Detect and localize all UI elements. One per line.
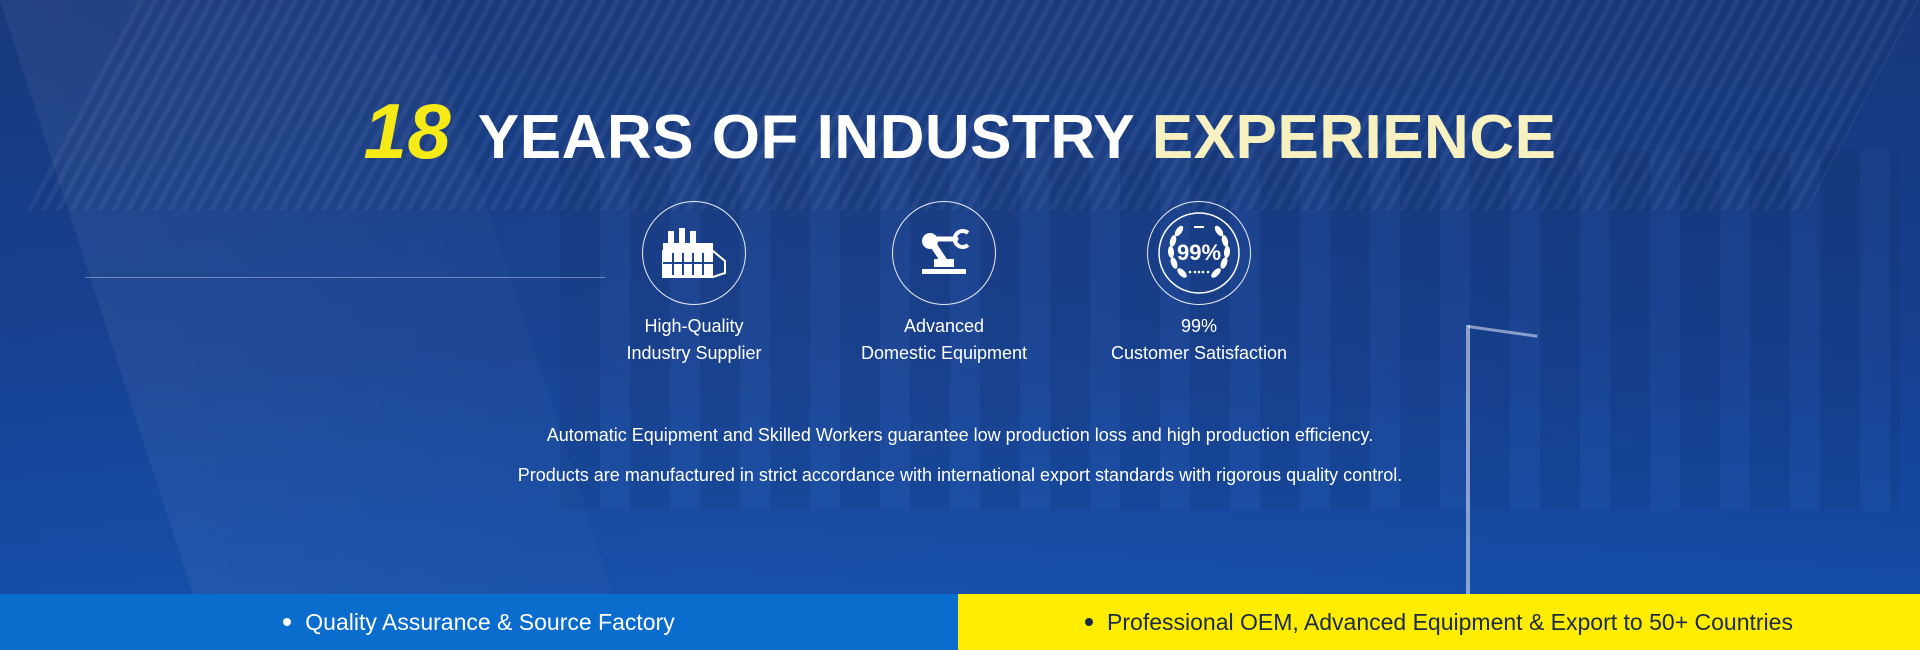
bottom-bar-right: Professional OEM, Advanced Equipment & E… xyxy=(958,594,1920,650)
feature-label-line2: Industry Supplier xyxy=(626,343,762,363)
bullet-icon xyxy=(1085,618,1094,626)
feature-industry-supplier: High-Quality Industry Supplier xyxy=(564,201,824,367)
feature-icon-circle xyxy=(892,201,996,305)
hero-title: 18 YEARS OF INDUSTRY EXPERIENCE xyxy=(0,86,1920,177)
bullet-icon xyxy=(283,618,292,626)
bottom-bar-left-text: Quality Assurance & Source Factory xyxy=(305,608,675,635)
background-factory-wall xyxy=(560,150,1900,510)
feature-label-line2: Customer Satisfaction xyxy=(1110,343,1288,363)
feature-label: Advanced Domestic Equipment xyxy=(814,313,1074,367)
street-lamp xyxy=(1466,325,1470,594)
title-accent: EXPERIENCE xyxy=(1151,103,1557,172)
feature-label-line1: Advanced xyxy=(903,316,985,336)
feature-label-line1: 99% xyxy=(1180,316,1218,336)
feature-label: 99% Customer Satisfaction xyxy=(1069,313,1329,367)
hero-banner: 18 YEARS OF INDUSTRY EXPERIENCE High-Qua… xyxy=(0,0,1920,594)
bottom-bar-right-item: Professional OEM, Advanced Equipment & E… xyxy=(1085,609,1793,636)
feature-label-line2: Domestic Equipment xyxy=(860,343,1028,363)
bottom-bar-left: Quality Assurance & Source Factory xyxy=(0,594,958,650)
feature-icon-circle xyxy=(642,201,746,305)
laurel-badge-icon: 99% xyxy=(1158,212,1240,294)
feature-label-line1: High-Quality xyxy=(644,316,744,336)
factory-icon xyxy=(662,228,726,278)
feature-domestic-equipment: Advanced Domestic Equipment xyxy=(814,201,1074,367)
badge-text: 99% xyxy=(1177,240,1221,265)
description-line-2: Products are manufactured in strict acco… xyxy=(517,465,1403,485)
title-main: YEARS OF INDUSTRY xyxy=(477,103,1135,172)
bottom-bar-right-text: Professional OEM, Advanced Equipment & E… xyxy=(1107,608,1793,635)
feature-customer-satisfaction: 99% 99% Customer Satisfaction xyxy=(1069,201,1329,367)
decorative-divider xyxy=(85,277,605,278)
bottom-bar-left-item: Quality Assurance & Source Factory xyxy=(283,608,675,636)
title-number: 18 xyxy=(363,87,452,175)
feature-icon-circle: 99% xyxy=(1147,201,1251,305)
robotic-arm-icon xyxy=(922,229,970,274)
bottom-bar: Quality Assurance & Source Factory Profe… xyxy=(0,594,1920,650)
description-line-1: Automatic Equipment and Skilled Workers … xyxy=(546,425,1374,445)
feature-label: High-Quality Industry Supplier xyxy=(564,313,824,367)
